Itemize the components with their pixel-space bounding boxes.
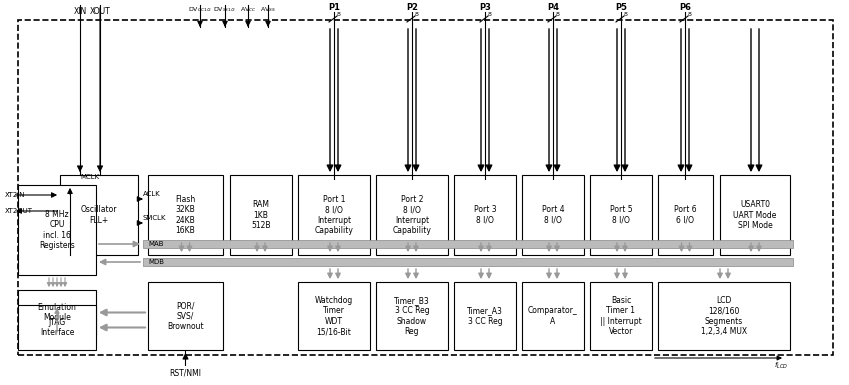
Text: P3: P3 bbox=[479, 3, 491, 12]
Text: P1: P1 bbox=[328, 3, 340, 12]
Text: RST/NMI: RST/NMI bbox=[170, 368, 201, 378]
Text: DV$_{CC1/2}$: DV$_{CC1/2}$ bbox=[188, 6, 212, 14]
Text: 8: 8 bbox=[488, 12, 492, 17]
Text: XT2OUT: XT2OUT bbox=[5, 208, 33, 214]
Text: ACLK: ACLK bbox=[143, 191, 160, 197]
Bar bbox=[18, 290, 96, 335]
Text: Timer_A3
3 CC Reg: Timer_A3 3 CC Reg bbox=[467, 306, 503, 326]
Bar bbox=[522, 282, 584, 350]
Text: MAB: MAB bbox=[148, 241, 164, 247]
Text: Port 4
8 I/O: Port 4 8 I/O bbox=[542, 205, 565, 225]
Text: Port 2
8 I/O
Interrupt
Capability: Port 2 8 I/O Interrupt Capability bbox=[392, 195, 431, 235]
Bar bbox=[658, 282, 790, 350]
Bar bbox=[454, 175, 516, 255]
Text: DV$_{SS1/2}$: DV$_{SS1/2}$ bbox=[213, 6, 237, 14]
Bar bbox=[148, 175, 223, 255]
Text: Port 6
6 I/O: Port 6 6 I/O bbox=[674, 205, 697, 225]
Text: JTAG
Interface: JTAG Interface bbox=[40, 318, 74, 337]
Text: Basic
Timer 1
|| Interrupt
Vector: Basic Timer 1 || Interrupt Vector bbox=[600, 296, 642, 336]
Text: USART0
UART Mode
SPI Mode: USART0 UART Mode SPI Mode bbox=[734, 200, 777, 230]
Text: 8: 8 bbox=[688, 12, 692, 17]
Text: 8 MHz
CPU
incl. 16
Registers: 8 MHz CPU incl. 16 Registers bbox=[39, 210, 75, 250]
Bar bbox=[590, 175, 652, 255]
Bar bbox=[376, 175, 448, 255]
Bar bbox=[143, 240, 793, 248]
Bar bbox=[720, 175, 790, 255]
Text: LCD
128/160
Segments
1,2,3,4 MUX: LCD 128/160 Segments 1,2,3,4 MUX bbox=[701, 296, 747, 336]
Text: Oscillator
FLL+: Oscillator FLL+ bbox=[81, 205, 117, 225]
Text: Comparator_
A: Comparator_ A bbox=[528, 306, 578, 326]
Bar bbox=[230, 175, 292, 255]
Text: P4: P4 bbox=[547, 3, 559, 12]
Bar bbox=[18, 185, 96, 275]
Bar bbox=[658, 175, 713, 255]
Text: SMCLK: SMCLK bbox=[143, 215, 166, 221]
Text: Emulation
Module: Emulation Module bbox=[37, 303, 76, 322]
Bar bbox=[590, 282, 652, 350]
Bar bbox=[376, 282, 448, 350]
Text: XIN: XIN bbox=[73, 7, 87, 17]
Text: RAM
1KB
512B: RAM 1KB 512B bbox=[251, 200, 271, 230]
Text: $f_{LCD}$: $f_{LCD}$ bbox=[774, 361, 788, 371]
Text: AV$_{SS}$: AV$_{SS}$ bbox=[260, 5, 276, 15]
Text: Port 5
8 I/O: Port 5 8 I/O bbox=[610, 205, 633, 225]
Text: Port 3
8 I/O: Port 3 8 I/O bbox=[474, 205, 497, 225]
Bar bbox=[522, 175, 584, 255]
Bar bbox=[298, 282, 370, 350]
Text: Port 1
8 I/O
Interrupt
Capability: Port 1 8 I/O Interrupt Capability bbox=[315, 195, 353, 235]
Bar bbox=[18, 305, 96, 350]
Bar bbox=[298, 175, 370, 255]
Bar bbox=[60, 175, 138, 255]
Bar bbox=[18, 20, 833, 355]
Text: XT2IN: XT2IN bbox=[5, 192, 25, 198]
Bar bbox=[143, 258, 793, 266]
Text: P6: P6 bbox=[679, 3, 691, 12]
Text: AV$_{CC}$: AV$_{CC}$ bbox=[239, 5, 256, 15]
Text: MCLK: MCLK bbox=[80, 174, 99, 180]
Bar bbox=[148, 282, 223, 350]
Text: P2: P2 bbox=[406, 3, 418, 12]
Text: P5: P5 bbox=[615, 3, 627, 12]
Text: Flash
32KB
24KB
16KB: Flash 32KB 24KB 16KB bbox=[176, 195, 195, 235]
Text: 8: 8 bbox=[624, 12, 628, 17]
Text: 8: 8 bbox=[556, 12, 560, 17]
Text: XOUT: XOUT bbox=[90, 7, 110, 17]
Text: 8: 8 bbox=[415, 12, 419, 17]
Text: Watchdog
Timer
WDT
15/16-Bit: Watchdog Timer WDT 15/16-Bit bbox=[315, 296, 353, 336]
Text: Timer_B3
3 CC Reg
Shadow
Reg: Timer_B3 3 CC Reg Shadow Reg bbox=[394, 296, 430, 336]
Text: 8: 8 bbox=[337, 12, 341, 17]
Text: MDB: MDB bbox=[148, 259, 164, 265]
Bar bbox=[454, 282, 516, 350]
Text: POR/
SVS/
Brownout: POR/ SVS/ Brownout bbox=[167, 301, 204, 331]
